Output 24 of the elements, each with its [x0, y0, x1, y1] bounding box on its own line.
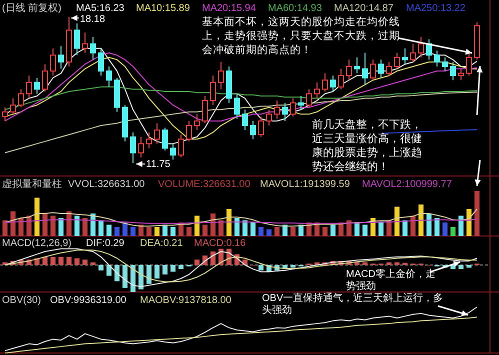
annotation: OBV一直保持通气，近三天斜上运行，多头强劲 [262, 292, 444, 316]
text: MAOBV:9137818.00 [140, 295, 232, 306]
annotation: 前几天盘整，不下跌，近三天量涨价高，很健康的股票走势，上涨趋势还会继续的！ [312, 119, 422, 173]
text: VOLUME:326631.00 [158, 179, 251, 190]
chart-title: OBV(30) [2, 295, 41, 306]
text: MAVOL2:100999.77 [362, 179, 452, 190]
chart-subtitle: VVOL:326631.00 [68, 179, 146, 190]
annotation: 基本面不坏，这两天的股价均走在均价线上，走势很强势，只要大盘不大跌，过期会冲破前期的高点的！ [202, 15, 400, 56]
text: MAVOL1:191399.59 [260, 179, 350, 190]
series-label: MACD:0.16 [194, 238, 246, 249]
chart-title: 虚拟量和量柱 [2, 178, 62, 190]
series-label: DIF:0.29 [86, 238, 125, 249]
text: MA120:14.87 [334, 3, 394, 14]
text: MA20:15.94 [202, 3, 256, 14]
text: MA60:14.93 [268, 3, 322, 14]
annotation: 11.75 [146, 159, 171, 170]
text: MA250:13.22 [406, 3, 466, 14]
text: OBV:9936319.00 [50, 295, 127, 306]
chart-title: (日线 前复权) [2, 2, 62, 14]
chart-title: MACD(12,26,9) [2, 238, 72, 249]
text: MA10:15.89 [136, 3, 190, 14]
text: DEA:0.21 [140, 238, 184, 249]
text: MA5:16.23 [76, 3, 125, 14]
annotation: 18.18 [80, 14, 106, 25]
